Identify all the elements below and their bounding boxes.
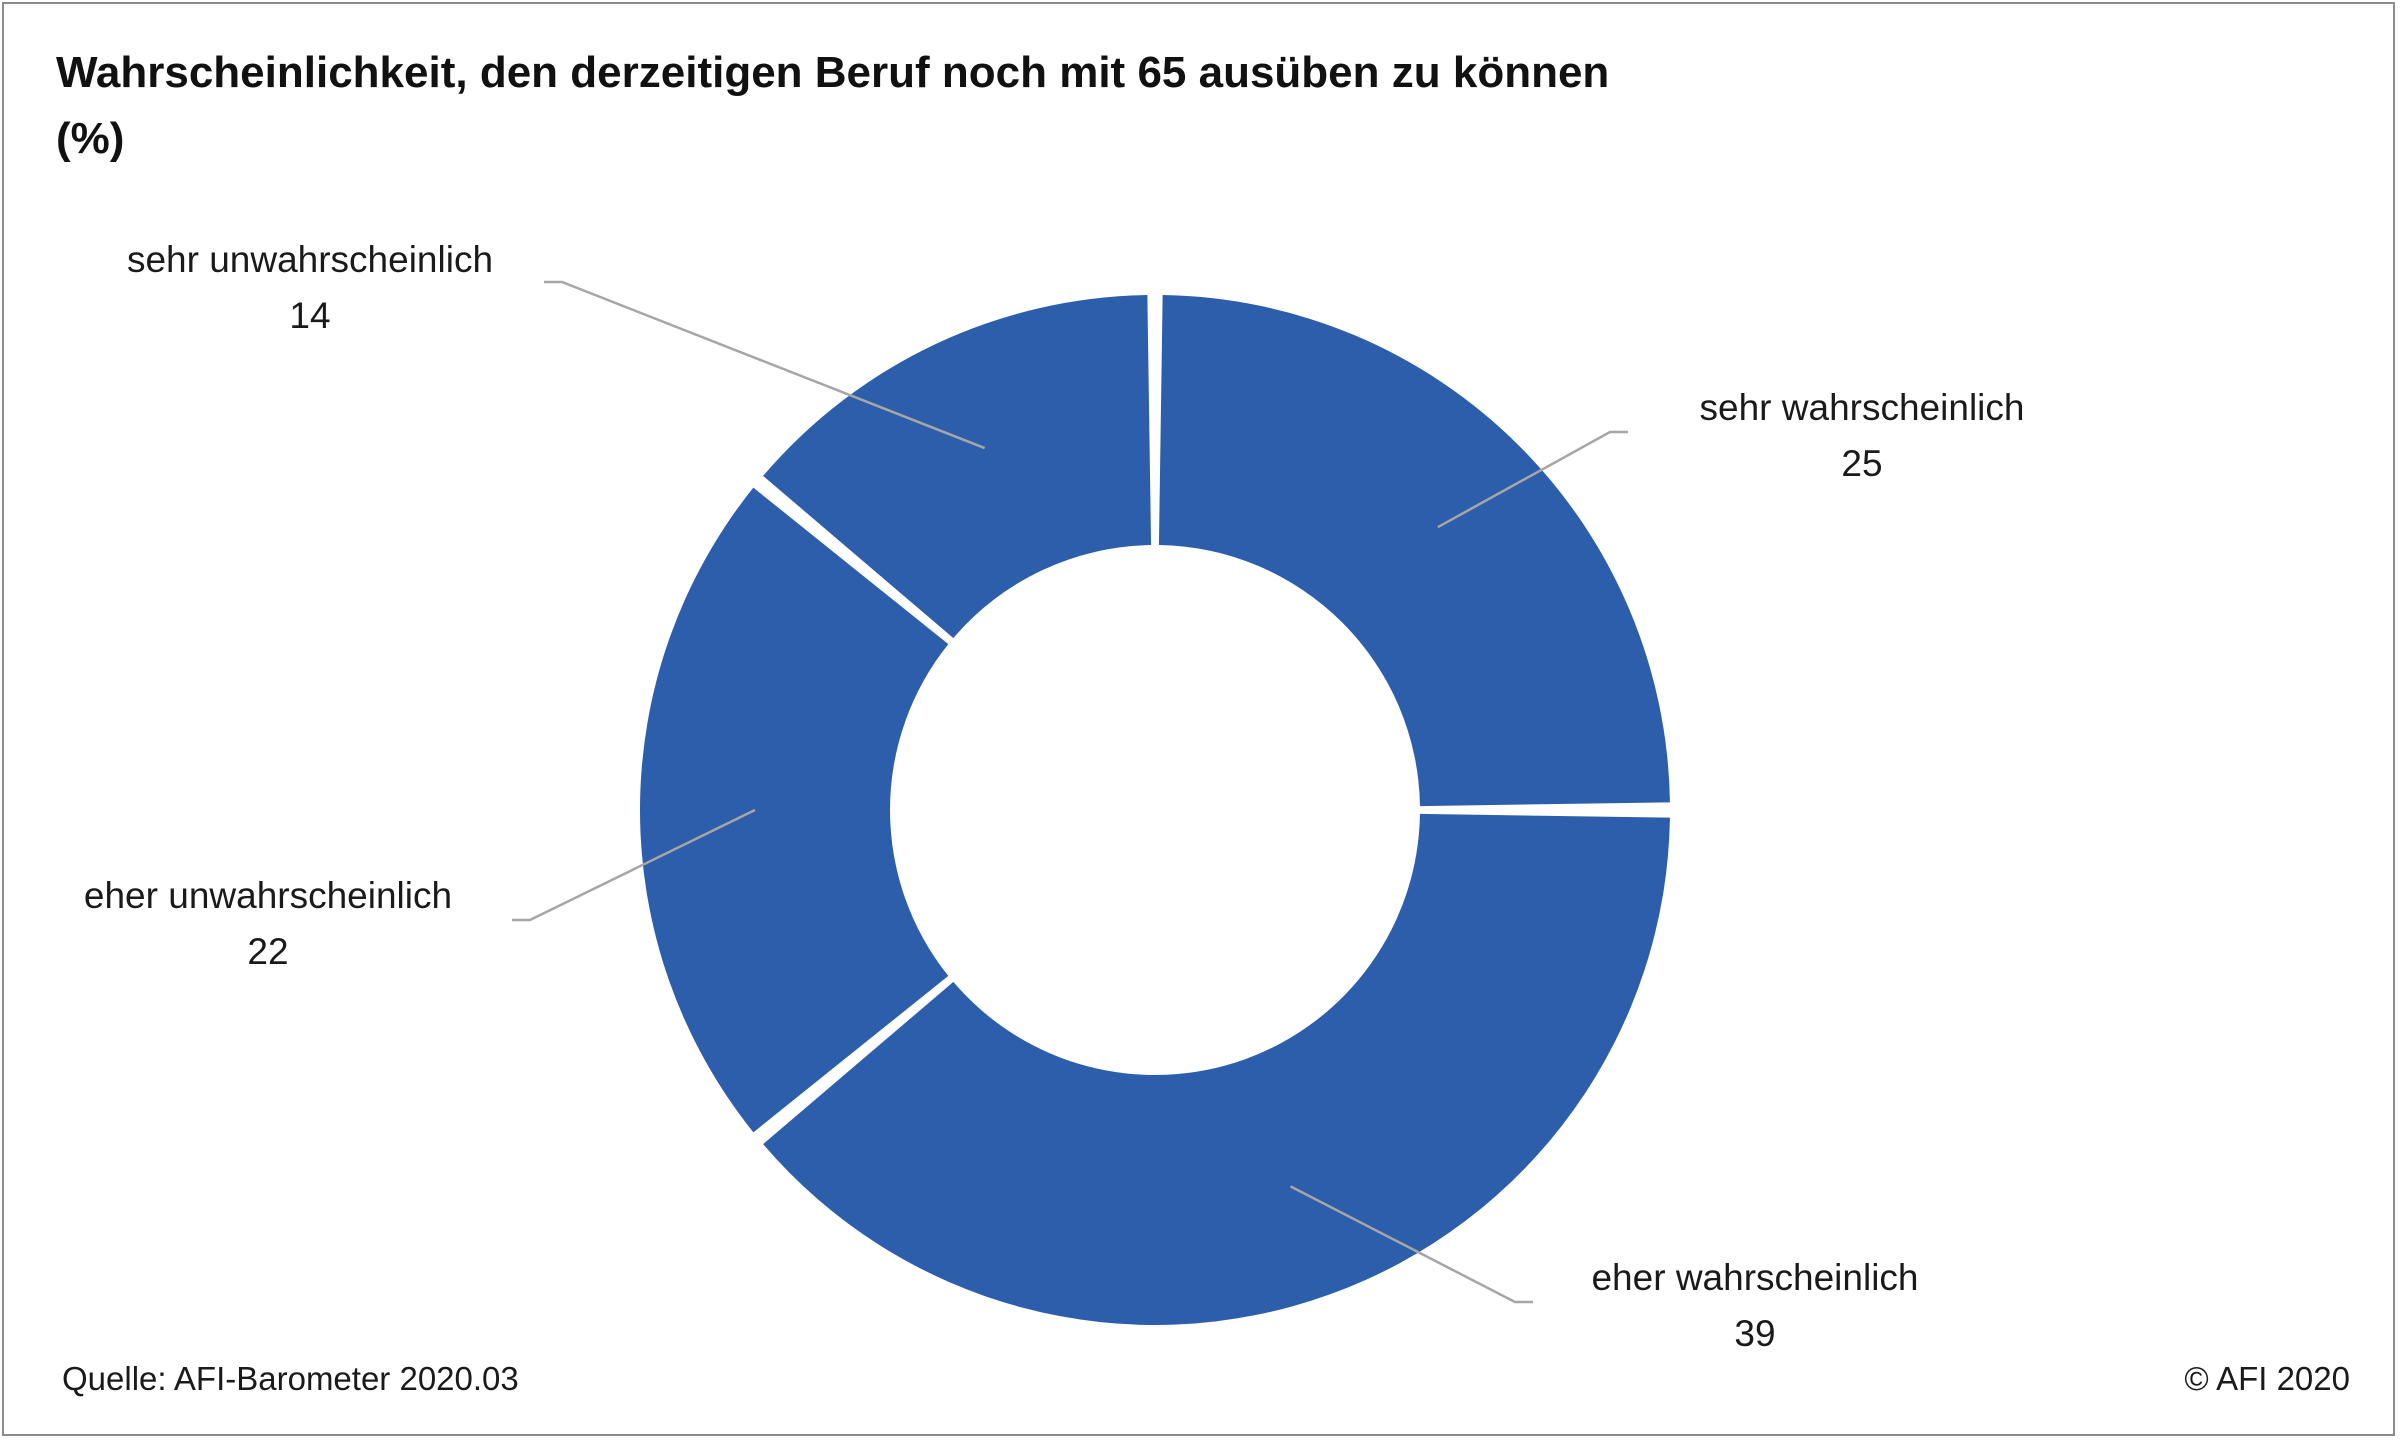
donut-slice-4 [763, 295, 1152, 639]
slice-value-2: 39 [1734, 1313, 1775, 1354]
chart-subtitle: (%) [56, 114, 125, 163]
slice-label-1: sehr wahrscheinlich [1700, 387, 2025, 428]
slice-value-3: 22 [247, 931, 288, 972]
leader-line-1 [1437, 430, 1628, 529]
chart-title: Wahrscheinlichkeit, den derzeitigen Beru… [56, 40, 1609, 172]
chart-title-text: Wahrscheinlichkeit, den derzeitigen Beru… [56, 48, 1610, 97]
slice-value-4: 14 [289, 295, 330, 336]
slice-label-3: eher unwahrscheinlich [84, 875, 452, 916]
slice-label-4: sehr unwahrscheinlich [127, 239, 493, 280]
leader-line-2 [1289, 1185, 1533, 1304]
copyright-note: © AFI 2020 [2184, 1360, 2350, 1397]
donut-slice-1 [1158, 295, 1670, 807]
slice-value-1: 25 [1841, 443, 1882, 484]
slice-labels: sehr wahrscheinlich 25 eher wahrscheinlich… [84, 239, 2025, 1354]
leader-line-4 [544, 280, 986, 450]
source-note: Quelle: AFI-Barometer 2020.03 [62, 1360, 519, 1397]
leader-line-3 [512, 808, 756, 922]
leader-lines [512, 280, 1628, 1304]
slice-label-2: eher wahrscheinlich [1591, 1257, 1918, 1298]
donut-slice-2 [763, 813, 1670, 1326]
donut-slice-3 [640, 487, 949, 1133]
donut-slices [640, 295, 1670, 1326]
